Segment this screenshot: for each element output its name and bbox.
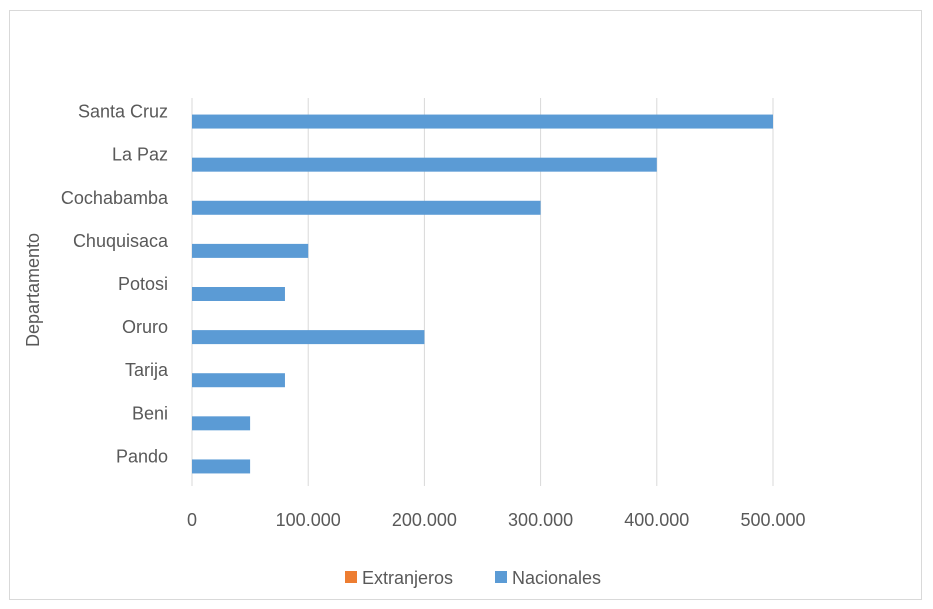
x-tick-label: 500.000 [740, 510, 805, 530]
bar-nacionales [192, 459, 251, 474]
bar-nacionales [192, 330, 425, 345]
bar-nacionales [192, 373, 285, 388]
x-tick-label: 0 [187, 510, 197, 530]
category-label: Oruro [122, 317, 168, 337]
chart-frame [9, 10, 922, 600]
x-tick-label: 100.000 [276, 510, 341, 530]
bars [192, 114, 773, 474]
legend-label-nacionales: Nacionales [512, 568, 601, 588]
y-axis-title: Departamento [23, 233, 43, 347]
x-tick-label: 400.000 [624, 510, 689, 530]
category-labels: Santa Cruz La Paz Cochabamba Chuquisaca Poto… [61, 102, 169, 467]
legend-swatch-nacionales [495, 571, 507, 583]
bar-nacionales [192, 157, 657, 172]
category-label: Pando [116, 446, 168, 466]
legend-swatch-extranjeros [345, 571, 357, 583]
bar-nacionales [192, 416, 251, 431]
x-tick-label: 300.000 [508, 510, 573, 530]
category-label: Chuquisaca [73, 231, 169, 251]
bar-nacionales [192, 287, 285, 301]
bar-nacionales [192, 200, 541, 215]
legend: Extranjeros Nacionales [345, 568, 601, 588]
category-label: Beni [132, 403, 168, 423]
category-label: Santa Cruz [78, 102, 168, 122]
category-label: Potosi [118, 274, 168, 294]
value-tick-labels: 0 100.000 200.000 300.000 400.000 500.000 [187, 510, 806, 530]
bar-nacionales [192, 114, 773, 129]
category-label: La Paz [112, 145, 168, 165]
category-label: Cochabamba [61, 188, 169, 208]
legend-label-extranjeros: Extranjeros [362, 568, 453, 588]
x-tick-label: 200.000 [392, 510, 457, 530]
bar-nacionales [192, 243, 309, 258]
category-label: Tarija [125, 360, 169, 380]
